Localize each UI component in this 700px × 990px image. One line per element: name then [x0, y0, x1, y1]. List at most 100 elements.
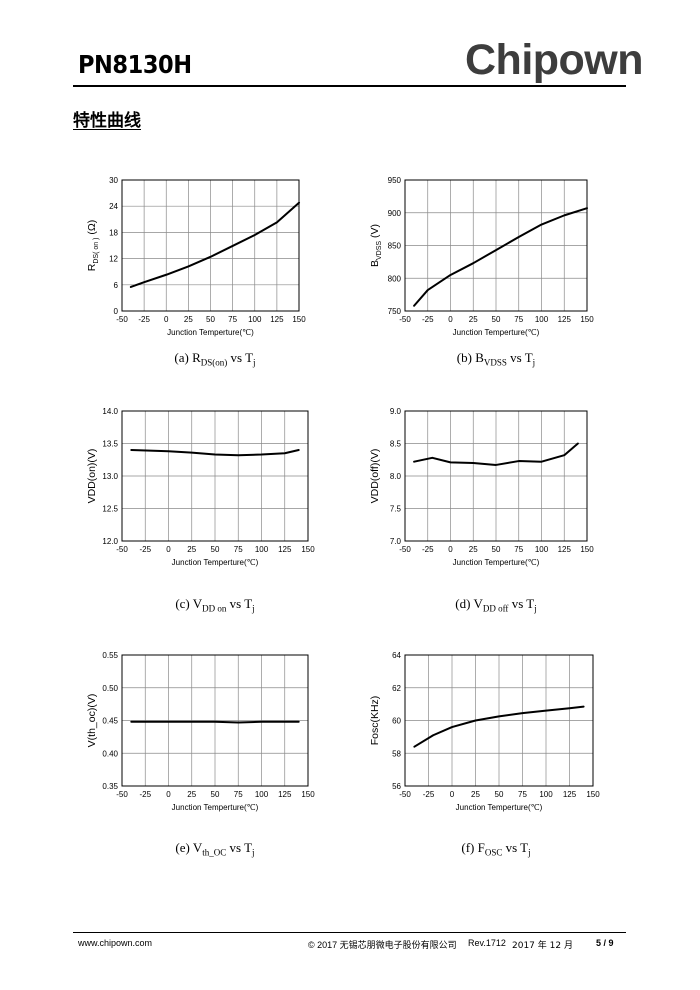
y-tick-label: 12.0: [102, 537, 118, 546]
x-tick-label: 50: [495, 790, 504, 799]
x-tick-label: 50: [211, 545, 220, 554]
x-tick-label: -25: [423, 790, 435, 799]
y-axis-label: VDD(off)(V): [369, 449, 381, 504]
x-tick-label: 100: [535, 545, 549, 554]
x-tick-label: 150: [580, 545, 594, 554]
x-tick-label: -25: [422, 315, 434, 324]
y-label-main: VDD(off)(V): [369, 449, 381, 504]
x-tick-label: 125: [270, 315, 284, 324]
y-label-sub: VDSS: [376, 241, 383, 260]
caption-text: (a) R: [174, 350, 201, 365]
y-tick-label: 14.0: [102, 407, 118, 416]
y-label-unit: (Ω): [86, 220, 98, 238]
y-tick-label: 8.0: [390, 472, 402, 481]
x-tick-label: 75: [228, 315, 237, 324]
x-tick-label: 150: [586, 790, 600, 799]
y-tick-label: 9.0: [390, 407, 402, 416]
y-tick-label: 24: [109, 202, 118, 211]
header-divider: [73, 85, 626, 87]
series-line: [130, 449, 300, 457]
caption-subscript: VDSS: [483, 357, 507, 368]
x-tick-label: 25: [187, 545, 196, 554]
caption-text: vs T: [506, 350, 533, 365]
y-label-sub: DS( on ): [93, 238, 100, 264]
x-tick-label: 50: [206, 315, 215, 324]
x-tick-label: -25: [138, 315, 150, 324]
y-axis-label: VDD(on)(V): [86, 449, 98, 504]
series-line: [413, 207, 588, 307]
x-tick-label: 75: [514, 315, 523, 324]
footer-revision: Rev.1712: [468, 938, 506, 948]
x-tick-label: 50: [492, 545, 501, 554]
chart-caption-b: (b) BVDSS vs Tj: [396, 350, 596, 368]
plot-frame: [121, 410, 309, 542]
y-axis-label: RDS( on ) (Ω): [86, 220, 100, 271]
y-tick-label: 12.5: [102, 505, 118, 514]
x-tick-label: 75: [234, 790, 243, 799]
x-tick-label: 150: [580, 315, 594, 324]
y-tick-label: 950: [388, 176, 402, 185]
y-tick-label: 30: [109, 176, 118, 185]
caption-subscript: DD off: [482, 603, 509, 614]
y-tick-label: 13.5: [102, 440, 118, 449]
x-tick-label: -50: [399, 545, 411, 554]
caption-text: (b) B: [456, 350, 484, 365]
footer-copyright: © 2017 无锡芯朋微电子股份有限公司: [308, 938, 457, 951]
plot-frame: [121, 654, 309, 787]
chart-caption-a: (a) RDS(on) vs Tj: [115, 350, 315, 368]
x-axis-label: Junction Temperture(℃): [167, 328, 254, 337]
x-tick-label: -50: [399, 315, 411, 324]
x-tick-label: 50: [492, 315, 501, 324]
x-axis-label: Junction Temperture(℃): [456, 803, 543, 812]
footer-website[interactable]: www.chipown.com: [78, 938, 153, 948]
y-tick-label: 0.35: [102, 782, 118, 791]
caption-text: (c) V: [175, 596, 203, 611]
x-tick-label: 125: [558, 545, 572, 554]
x-tick-label: -25: [139, 790, 151, 799]
company-name: 无锡芯朋微电子股份有限公司: [339, 941, 457, 951]
caption-subscript: j: [252, 603, 255, 614]
footer-date: 2017 年 12 月: [512, 941, 573, 951]
x-axis-label: Junction Temperture(℃): [172, 803, 259, 812]
x-tick-label: -50: [116, 545, 128, 554]
series-line: [413, 442, 579, 466]
y-axis-label: Fosc(KHz): [369, 696, 381, 746]
x-tick-label: 0: [166, 790, 171, 799]
y-tick-label: 62: [392, 684, 401, 693]
x-tick-label: 75: [518, 790, 527, 799]
chart-c: -50 -25 0 25 50 75 100 125 150 12.0 12.5 13.0 13.5 14…: [86, 407, 315, 567]
caption-text: vs T: [227, 350, 254, 365]
y-label-main: Fosc(KHz): [369, 696, 381, 746]
x-tick-label: -50: [116, 315, 128, 324]
caption-subscript: th_OC: [202, 847, 227, 858]
series-line: [413, 705, 585, 748]
y-label-main: VDD(on)(V): [86, 449, 98, 504]
section-title: 特性曲线: [73, 111, 141, 131]
x-tick-label: 0: [164, 315, 169, 324]
chart-caption-f: (f) FOSC vs Tj: [396, 840, 596, 858]
x-tick-label: 0: [448, 315, 453, 324]
caption-text: (f) F: [461, 840, 485, 855]
y-tick-label: 900: [388, 209, 402, 218]
caption-subscript: j: [528, 847, 531, 858]
y-tick-label: 6: [114, 281, 119, 290]
chart-d: -50 -25 0 25 50 75 100 125 150 7.0 7.5 8.0 8.5 9.0 Jun…: [369, 407, 594, 567]
x-axis-label: Junction Temperture(℃): [172, 558, 259, 567]
chart-a: -50 -25 0 25 50 75 100 125 150 0 6 12 18 24 30 Junction…: [86, 176, 306, 337]
x-tick-label: -50: [116, 790, 128, 799]
x-tick-label: -25: [139, 545, 151, 554]
caption-subscript: OSC: [484, 847, 503, 858]
y-tick-label: 56: [392, 782, 401, 791]
x-tick-label: 100: [248, 315, 262, 324]
caption-text: vs T: [226, 840, 253, 855]
y-tick-label: 18: [109, 228, 118, 237]
y-tick-label: 64: [392, 651, 401, 660]
page-number: 5 / 9: [596, 938, 614, 948]
caption-subscript: DS(on): [200, 357, 228, 368]
x-tick-label: 150: [301, 545, 315, 554]
plot-frame: [121, 179, 300, 312]
caption-text: vs T: [226, 596, 253, 611]
y-label-main: R: [86, 263, 98, 271]
y-label-main: V(th_oc)(V): [86, 694, 98, 748]
y-tick-label: 850: [388, 242, 402, 251]
